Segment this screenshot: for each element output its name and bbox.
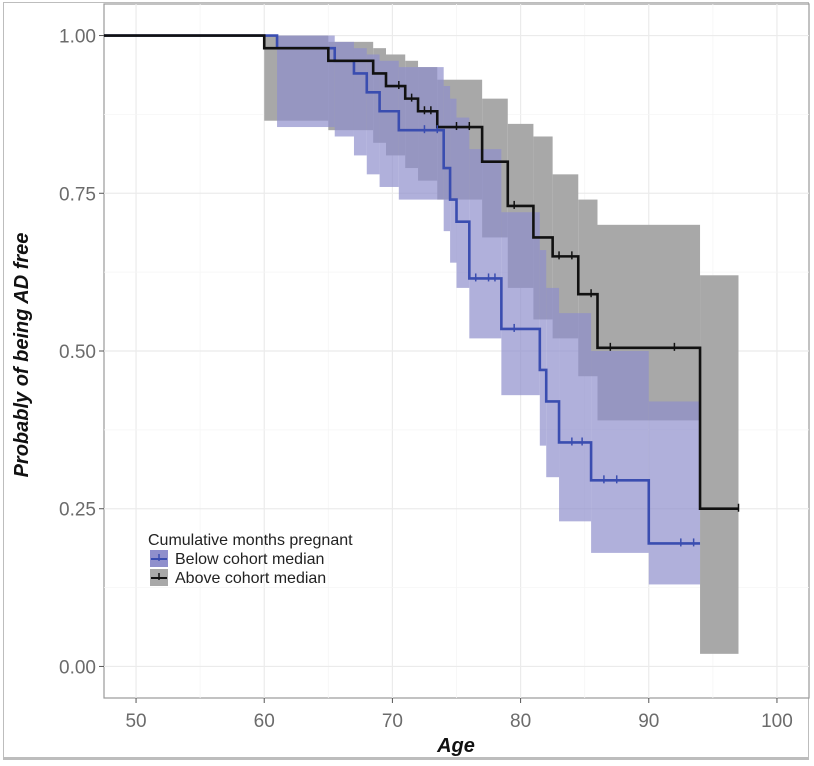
legend-entry-below[interactable]: Below cohort median — [150, 550, 324, 568]
y-tick-label: 0.50 — [59, 342, 96, 363]
y-axis-title: Probably of being AD free — [11, 233, 33, 478]
km-curve-above — [104, 34, 739, 511]
y-tick-label: 0.25 — [59, 500, 96, 521]
ci-band-below — [591, 351, 649, 553]
x-tick-label: 50 — [125, 711, 146, 732]
x-tick-label: 60 — [254, 711, 275, 732]
ci-band-below — [277, 35, 335, 128]
ci-band-below — [334, 41, 354, 137]
legend: Cumulative months pregnant Below cohort … — [148, 532, 353, 587]
ci-band-below — [546, 287, 560, 478]
legend-label-above: Above cohort median — [175, 570, 326, 587]
y-tick-label: 1.00 — [59, 27, 96, 48]
y-tick-label: 0.00 — [59, 657, 96, 678]
x-tick-label: 80 — [510, 711, 531, 732]
ci-band-below — [353, 48, 367, 156]
ci-band-below — [539, 250, 547, 446]
x-axis-title: Age — [436, 735, 475, 757]
ci-band-below — [443, 86, 451, 232]
ci-band-below — [456, 117, 470, 288]
ci-band-below — [469, 149, 502, 339]
legend-label-below: Below cohort median — [175, 551, 324, 568]
y-axis: 0.00 0.25 0.50 0.75 1.00 — [59, 27, 104, 678]
x-axis: 50 60 70 80 90 100 — [125, 698, 793, 732]
grid — [104, 4, 809, 698]
x-tick-label: 100 — [761, 711, 793, 732]
x-tick-label: 70 — [382, 711, 403, 732]
ci-band-below — [501, 212, 540, 396]
ci-band-below — [559, 313, 592, 522]
ci-band-below — [450, 98, 457, 263]
legend-title: Cumulative months pregnant — [148, 532, 353, 549]
ci-band-above — [700, 275, 739, 654]
survival-curves — [104, 34, 739, 545]
legend-entry-above[interactable]: Above cohort median — [150, 569, 326, 587]
y-tick-label: 0.75 — [59, 184, 96, 205]
censor-marks — [398, 81, 740, 547]
km-curve-below — [104, 34, 701, 545]
ci-band-below — [366, 54, 380, 175]
ci-band-below — [379, 60, 399, 187]
x-tick-label: 90 — [638, 711, 659, 732]
ci-band-below — [648, 401, 701, 585]
